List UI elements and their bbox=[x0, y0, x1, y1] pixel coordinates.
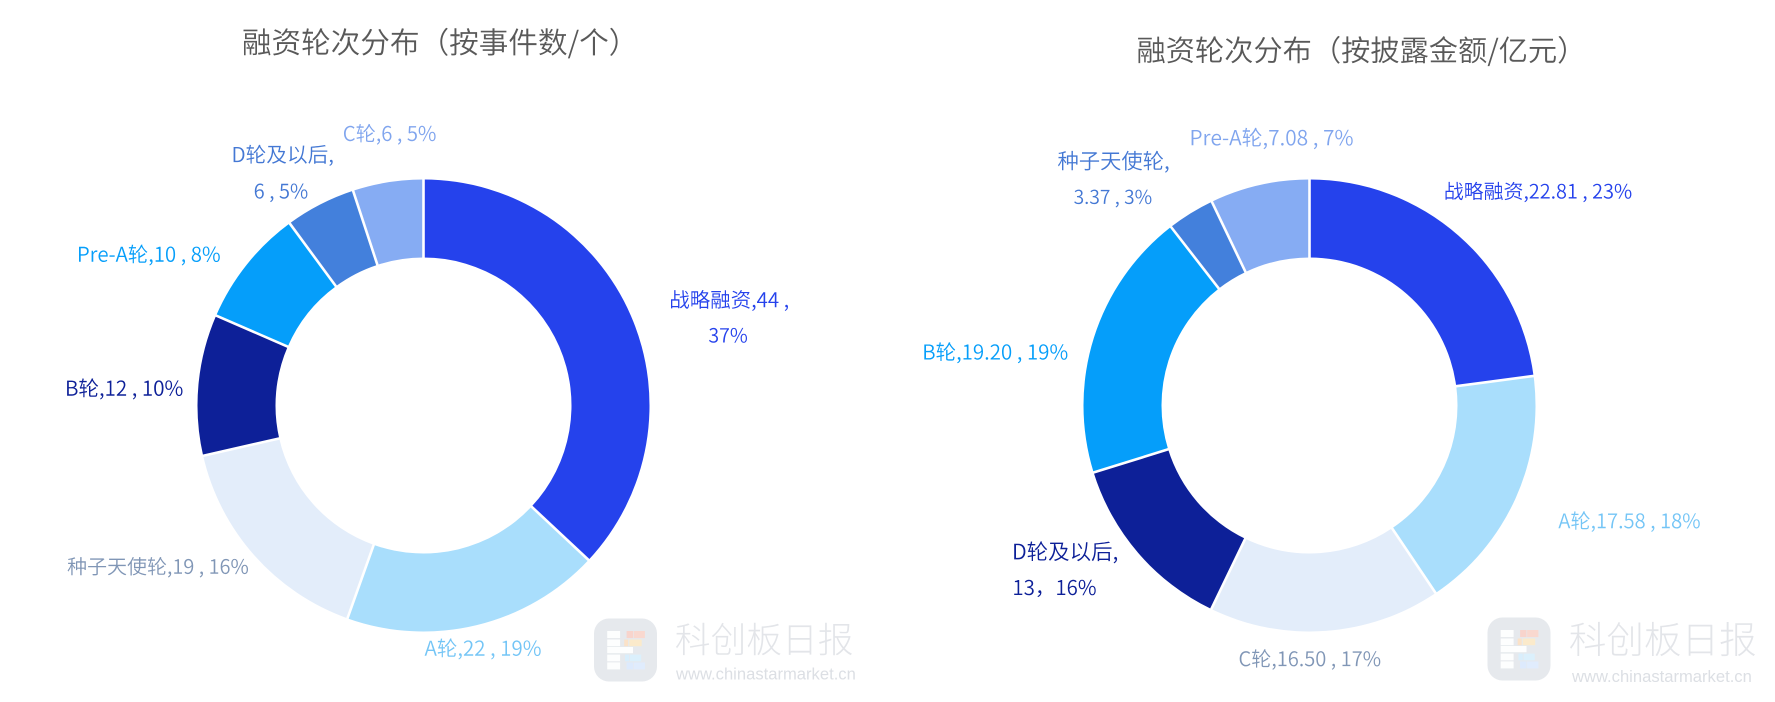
svg-text:www.chinastarmarket.cn: www.chinastarmarket.cn bbox=[675, 665, 856, 684]
svg-text:www.chinastarmarket.cn: www.chinastarmarket.cn bbox=[1571, 667, 1752, 686]
